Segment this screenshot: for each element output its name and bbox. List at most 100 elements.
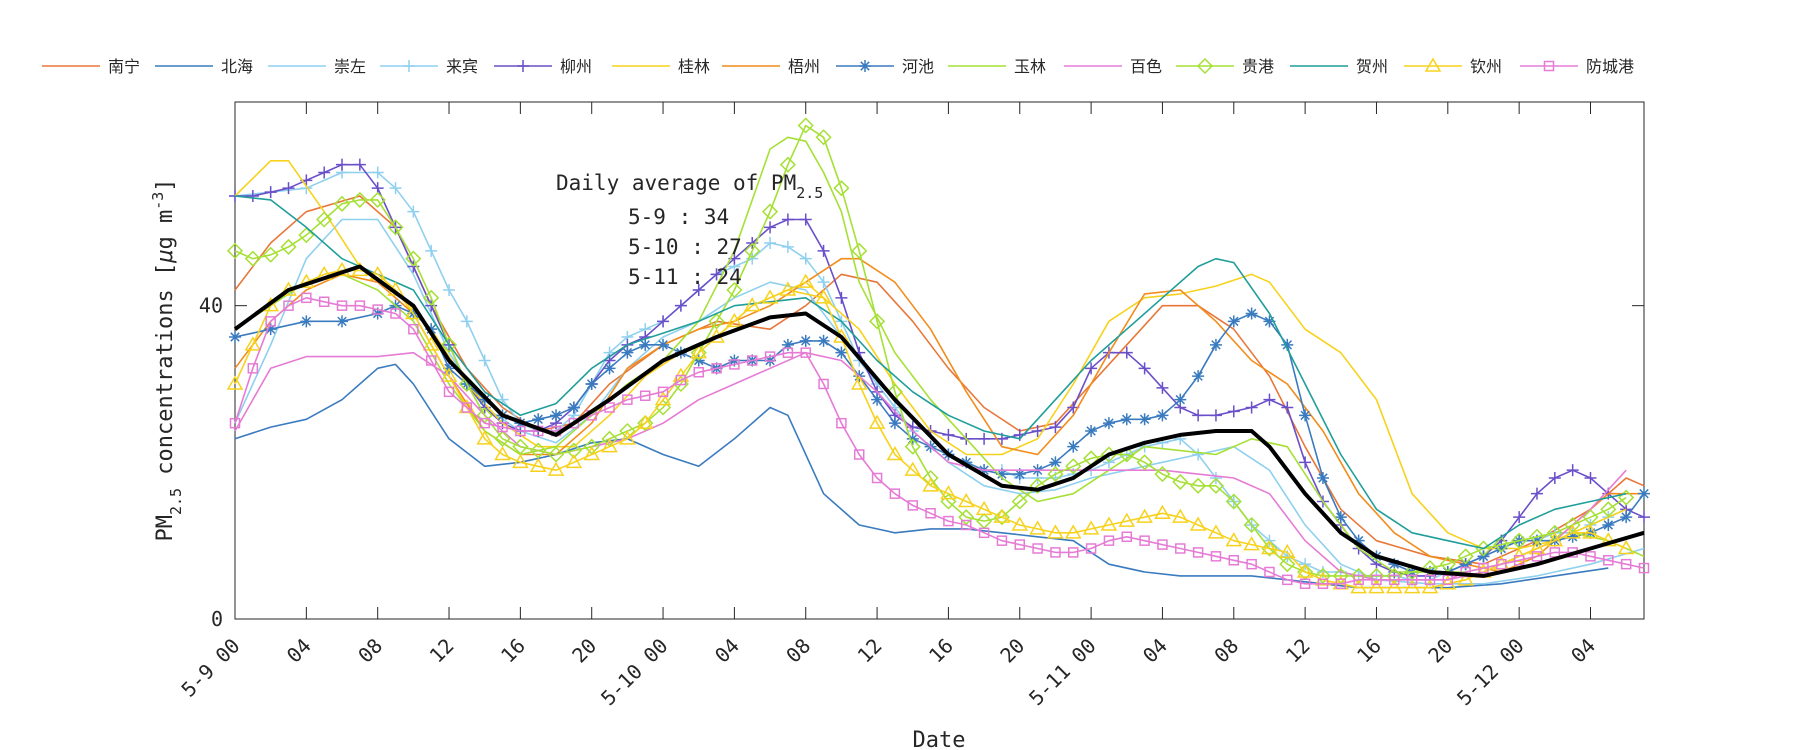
legend-marker	[1543, 60, 1555, 72]
series-point	[817, 276, 830, 289]
series-point	[1171, 508, 1189, 523]
legend-marker	[403, 60, 415, 72]
series-point	[440, 367, 458, 382]
series-point	[265, 316, 276, 327]
series-point	[1511, 532, 1528, 549]
series-point	[1175, 543, 1186, 554]
series-point	[369, 191, 386, 208]
series-point	[1334, 511, 1347, 524]
series-point	[1085, 362, 1098, 375]
series-point	[351, 191, 368, 208]
series-point	[889, 488, 901, 499]
series-point	[318, 166, 331, 179]
series-point	[1261, 540, 1278, 557]
series-point	[1371, 574, 1382, 586]
series-point	[1154, 466, 1171, 483]
x-tick-label: 08	[1209, 634, 1243, 668]
series-point	[764, 221, 777, 234]
series-point	[1457, 548, 1474, 565]
legend-label: 贵港	[1242, 57, 1274, 76]
x-tick-label: 5-9 00	[176, 634, 244, 702]
series-point	[1386, 567, 1403, 584]
series-point	[942, 428, 955, 441]
series-point	[657, 386, 669, 398]
series-point	[925, 508, 936, 519]
series-point	[675, 374, 687, 386]
series-point	[1317, 578, 1329, 589]
annotation-title: Daily average of PM2.5	[556, 171, 823, 202]
series-point	[690, 344, 707, 361]
series-point	[1316, 472, 1329, 484]
series-point	[425, 355, 437, 366]
series-layer	[226, 117, 1650, 594]
series-point	[1085, 543, 1097, 554]
series-point	[547, 461, 565, 476]
series-point	[1139, 535, 1150, 546]
series-point	[1421, 579, 1439, 594]
legend-label: 贺州	[1356, 57, 1388, 76]
series-point	[779, 281, 797, 296]
series-point	[744, 242, 761, 259]
series-point	[1582, 509, 1599, 526]
series-point	[1050, 547, 1061, 558]
series-point	[1154, 504, 1171, 519]
series-point	[244, 336, 262, 351]
series-point	[1243, 536, 1260, 551]
series-point	[904, 461, 922, 476]
series-point	[1530, 487, 1543, 500]
series-line	[234, 257, 1644, 573]
series-point	[1314, 567, 1332, 584]
series-point	[372, 304, 383, 315]
series-point	[247, 363, 259, 374]
legend-label: 百色	[1130, 57, 1162, 76]
series-point	[1350, 567, 1367, 584]
series-point	[1156, 409, 1169, 422]
series-point	[1493, 536, 1510, 553]
series-point	[1281, 338, 1294, 351]
series-point	[1296, 563, 1314, 578]
series-point	[1548, 472, 1561, 484]
series-point	[1100, 516, 1118, 531]
legend-label: 柳州	[560, 57, 592, 76]
series-point	[1564, 516, 1581, 534]
series-point	[440, 336, 458, 353]
series-point	[1263, 315, 1276, 328]
series-point	[408, 323, 419, 335]
series-point	[422, 336, 440, 351]
series-point	[1138, 413, 1151, 426]
plot-frame	[234, 101, 1645, 620]
series-point	[1014, 539, 1026, 550]
series-point	[1603, 555, 1614, 566]
series-point	[583, 446, 601, 461]
series-point	[604, 402, 615, 413]
series-point	[799, 334, 812, 347]
x-tick-label: 04	[282, 634, 316, 668]
series-point	[961, 519, 972, 531]
series-point	[1528, 540, 1546, 555]
series-point	[726, 312, 743, 328]
series-百色	[234, 351, 1627, 581]
series-point	[1620, 558, 1632, 570]
series-point	[1566, 464, 1579, 477]
series-point	[1029, 520, 1046, 535]
series-point	[1172, 473, 1189, 490]
series-防城港	[229, 292, 1650, 589]
legend-label: 来宾	[446, 57, 478, 76]
series-point	[1207, 524, 1225, 539]
y-tick-label: 0	[211, 607, 223, 631]
y-label-rest: concentrations [	[153, 263, 178, 488]
series-point	[1029, 477, 1046, 494]
series-point	[1013, 468, 1026, 481]
series-point	[799, 213, 812, 226]
series-point	[639, 390, 651, 401]
series-point	[871, 393, 884, 406]
series-point	[1528, 528, 1546, 545]
series-point	[301, 292, 312, 304]
series-point	[746, 355, 758, 366]
series-point	[1227, 315, 1240, 328]
series-point	[869, 313, 886, 330]
legend-marker	[859, 60, 871, 72]
series-point	[922, 477, 939, 492]
series-point	[1442, 574, 1454, 586]
series-point	[601, 438, 618, 453]
